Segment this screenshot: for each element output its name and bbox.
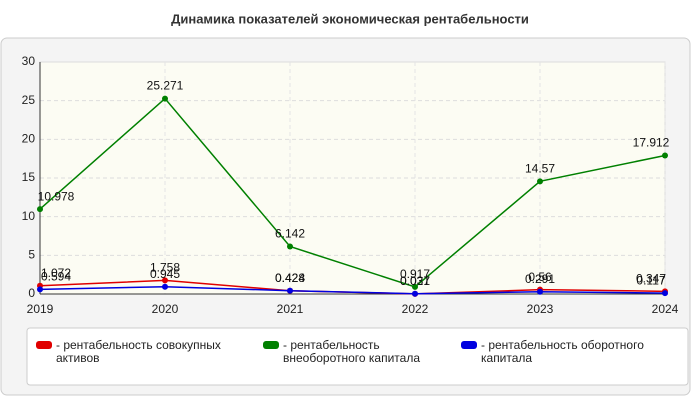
data-label: 0.424 (275, 271, 305, 285)
y-tick-label: 25 (22, 93, 36, 107)
data-label: 6.142 (275, 227, 305, 241)
point (287, 287, 293, 294)
series-line (39, 285, 666, 295)
point (537, 178, 543, 185)
point (287, 243, 293, 250)
point (662, 152, 668, 159)
x-tick-label: 2023 (527, 302, 554, 316)
legend-swatch (263, 341, 279, 349)
data-label: 0.56 (528, 270, 552, 284)
y-tick-label: 15 (22, 170, 36, 184)
data-label: 17.912 (633, 136, 670, 150)
point (662, 290, 668, 297)
x-tick-label: 2022 (402, 302, 429, 316)
data-label: 0.037 (400, 274, 430, 288)
y-tick-label: 30 (22, 54, 36, 68)
x-tick-label: 2021 (277, 302, 304, 316)
point (162, 277, 168, 284)
data-label: 0.117 (636, 273, 665, 287)
legend-swatch (461, 341, 477, 349)
legend-label: - рентабельность совокупных активов (56, 338, 221, 365)
legend-swatch (36, 341, 52, 349)
data-label: 14.57 (525, 161, 555, 175)
data-label: 0.594 (41, 270, 71, 284)
x-tick-label: 2019 (27, 302, 54, 316)
data-label: 0.347 (636, 271, 666, 285)
point (412, 290, 418, 297)
point (162, 95, 168, 102)
legend-box (26, 327, 689, 386)
point (162, 283, 168, 290)
data-label: 0.917 (400, 267, 430, 281)
x-tick-label: 2020 (152, 302, 179, 316)
point (37, 206, 43, 213)
y-tick-label: 0 (28, 286, 35, 300)
data-label: 25.271 (147, 79, 184, 93)
point (37, 286, 43, 293)
data-label: 10.978 (38, 189, 75, 203)
y-tick-label: 20 (22, 132, 36, 146)
point (412, 283, 418, 290)
chart-title: Динамика показателей экономическая рента… (171, 11, 529, 26)
data-label: 1.758 (150, 261, 180, 275)
y-tick-label: 10 (22, 209, 36, 223)
data-label: 0.945 (150, 267, 180, 281)
series-line (39, 97, 666, 288)
y-tick-label: 5 (28, 248, 35, 262)
point (537, 288, 543, 295)
data-label: 0.291 (525, 272, 555, 286)
data-label: 0.428 (275, 271, 305, 285)
data-label: 1.072 (41, 266, 71, 280)
legend-label: - рентабельность внеоборотного капитала (283, 338, 420, 365)
x-tick-label: 2024 (652, 302, 679, 316)
legend-label: - рентабельность оборотного капитала (481, 338, 644, 365)
